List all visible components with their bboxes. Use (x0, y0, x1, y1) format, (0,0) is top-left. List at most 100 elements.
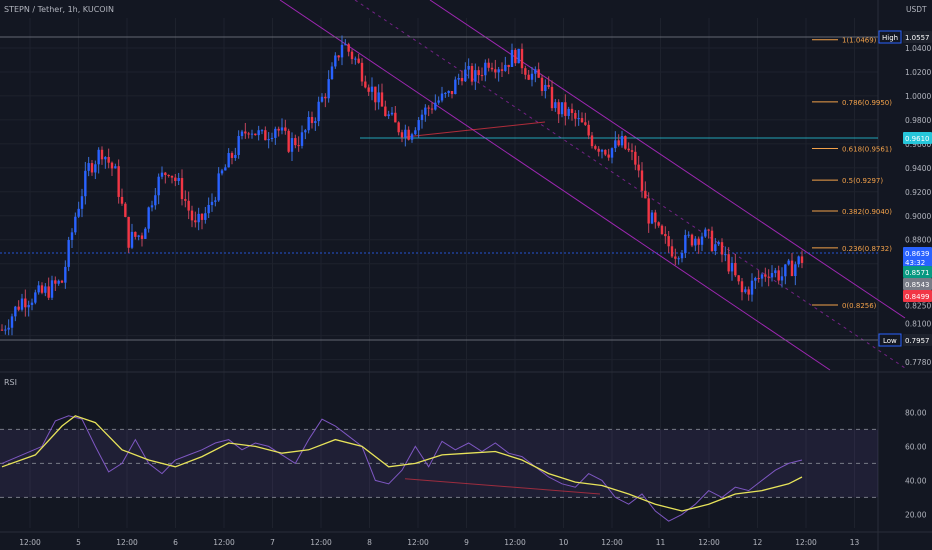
candle-body (204, 213, 207, 220)
candle-body (434, 102, 437, 110)
candle-body (274, 128, 277, 138)
candle-body (560, 102, 564, 115)
horizontal-levels (0, 36, 878, 341)
candle-body (400, 132, 404, 138)
current-price-label: 0.8639 (905, 250, 930, 258)
candle-body (227, 153, 230, 168)
channel-mid-line (354, 0, 906, 369)
fib-level-label: 0.382(0.9040) (842, 208, 892, 216)
candle-body (527, 74, 530, 80)
candle-body (784, 264, 787, 277)
time-tick-label: 5 (76, 538, 81, 547)
candle-body (260, 130, 264, 132)
candle-body (207, 204, 210, 214)
candle-body (550, 86, 554, 109)
price-tick-label: 0.9400 (905, 164, 931, 173)
price-tick-label: 1.0200 (905, 68, 931, 77)
candle-body (360, 62, 364, 82)
fibonacci-retracement[interactable]: 1(1.0469) 0.786(0.9950) 0.618(0.9561) 0.5(0… (812, 37, 892, 310)
candle-body (670, 246, 674, 257)
candle-body (760, 274, 764, 279)
ma2-price-label: 0.8543 (905, 281, 930, 289)
candle-body (767, 276, 770, 278)
low-tag: Low (883, 337, 897, 345)
candle-body (364, 81, 367, 88)
candle-body (134, 231, 137, 237)
price-tick-label: 0.9800 (905, 116, 931, 125)
current-price-bg (903, 247, 932, 267)
candle-body (224, 167, 227, 171)
candle-body (444, 93, 447, 95)
candle-body (510, 49, 514, 67)
candle-body (724, 254, 727, 256)
candle-body (24, 298, 27, 308)
candle-body (37, 285, 40, 293)
candle-body (737, 275, 740, 282)
candle-body (770, 273, 774, 278)
high-tag: High (882, 34, 898, 42)
rsi-tick-label: 20.00 (905, 510, 927, 519)
candle-body (480, 75, 484, 77)
candle-body (617, 140, 620, 146)
candle-body (367, 87, 370, 92)
regression-channel[interactable] (279, 0, 906, 371)
candle-body (447, 90, 450, 94)
candle-body (84, 170, 87, 197)
candle-body (764, 274, 767, 277)
currency-label: USDT (906, 5, 927, 14)
candle-body (130, 231, 134, 248)
candle-body (567, 108, 570, 116)
candle-body (494, 69, 497, 73)
low-price-label: 0.7957 (905, 337, 930, 345)
candle-body (57, 280, 60, 284)
candle-body (710, 230, 714, 252)
candle-body (240, 131, 244, 137)
candle-body (107, 156, 110, 163)
candle-body (570, 108, 574, 113)
time-tick-label: 12:00 (19, 538, 41, 547)
candle-body (137, 235, 140, 237)
candle-body (694, 238, 697, 246)
candle-body (387, 114, 390, 117)
candle-body (230, 153, 234, 158)
channel-upper-line (429, 0, 906, 319)
candle-body (350, 51, 354, 60)
candle-body (320, 96, 324, 102)
countdown-label: 43:32 (905, 259, 925, 267)
candle-body (187, 200, 190, 211)
price-tick-label: 0.8100 (905, 320, 931, 329)
candle-body (440, 93, 444, 101)
candle-body (600, 149, 604, 152)
candle-body (30, 302, 34, 305)
candle-body (677, 258, 680, 260)
candle-body (390, 112, 394, 115)
candle-body (477, 70, 480, 76)
candle-body (220, 170, 224, 174)
candle-body (404, 129, 407, 138)
candle-body (644, 190, 647, 199)
candle-body (380, 92, 384, 107)
candle-body (664, 233, 667, 237)
candle-body (277, 128, 280, 131)
candle-body (124, 203, 127, 217)
candle-body (607, 154, 610, 158)
fib-level-label: 0(0.8256) (842, 302, 877, 310)
candle-body (684, 235, 687, 254)
candle-body (144, 228, 147, 239)
time-tick-label: 12:00 (795, 538, 817, 547)
candle-body (604, 149, 607, 155)
candle-body (517, 48, 520, 64)
candle-body (194, 220, 197, 223)
candle-body (524, 68, 527, 75)
candle-body (754, 278, 757, 281)
candle-body (424, 107, 427, 115)
candle-body (654, 212, 657, 223)
fib-level-label: 0.786(0.9950) (842, 99, 892, 107)
time-tick-label: 13 (850, 538, 860, 547)
candle-body (344, 44, 347, 46)
candle-body (530, 73, 534, 80)
candle-body (454, 79, 457, 95)
rsi-ma-line (1, 415, 803, 512)
